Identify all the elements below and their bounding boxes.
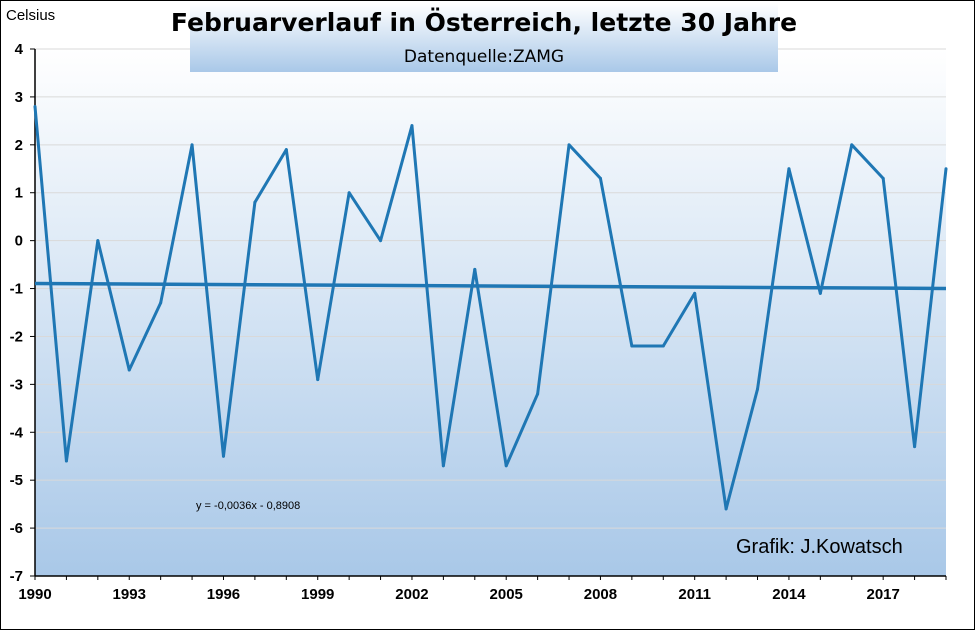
y-tick-label: 1 [15,185,23,202]
y-tick-label: -1 [10,281,23,298]
data-point [221,454,225,458]
data-point [630,344,634,348]
x-tick-label: 1990 [18,586,51,603]
y-tick-label: 4 [15,41,24,58]
data-point [693,291,697,295]
y-tick-label: -4 [10,424,24,441]
x-tick-label: 2005 [490,586,523,603]
data-point [347,191,351,195]
trend-line [34,281,947,291]
data-point [944,167,948,171]
trend-equation: y = -0,0036x - 0,8908 [196,500,300,512]
data-point [379,239,383,243]
y-tick-label: 0 [15,233,23,250]
data-point [661,344,665,348]
data-point [253,200,257,204]
x-tick-label: 2014 [772,586,806,603]
data-point [127,368,131,372]
series-line [33,106,948,511]
data-point [724,507,728,511]
data-point [881,176,885,180]
data-point [504,464,508,468]
x-tick-label: 2011 [678,586,711,603]
data-point [96,239,100,243]
y-tick-label: 3 [15,89,23,106]
x-tick-label: 2017 [866,586,899,603]
data-point [159,301,163,305]
data-point [818,291,822,295]
gridlines [30,48,947,580]
data-point [64,459,68,463]
data-point [598,176,602,180]
data-point [190,143,194,147]
y-tick-label: -7 [10,568,23,585]
x-tick-label: 1999 [301,586,334,603]
data-point [284,148,288,152]
x-tick-label: 1996 [207,586,240,603]
data-point [850,143,854,147]
data-point [316,378,320,382]
credit-annotation: Grafik: J.Kowatsch [736,536,903,558]
data-point [787,167,791,171]
title-box [190,3,778,72]
data-point [536,392,540,396]
chart-title: Februarverlauf in Österreich, letzte 30 … [171,7,797,37]
data-point [441,464,445,468]
x-tick-labels: 1990 1993 1996 1999 2002 2005 2008 2011 2014 2017 [18,586,900,603]
chart-subtitle: Datenquelle:ZAMG [404,47,564,67]
x-tick-label: 2008 [584,586,617,603]
y-tick-label: -3 [10,376,23,393]
plot-area [35,49,946,576]
y-axis-label: Celsius [6,7,55,24]
data-point [756,387,760,391]
data-point [567,143,571,147]
data-point [33,104,37,108]
x-tick-label: 2002 [395,586,428,603]
data-point [410,124,414,128]
y-tick-label: -2 [10,328,23,345]
data-point [473,267,477,271]
y-tick-labels: 4 3 2 1 0 -1 -2 -3 -4 -5 -6 -7 [10,41,24,585]
data-points [33,104,948,511]
x-tick-label: 1993 [113,586,146,603]
y-tick-label: -5 [10,472,23,489]
data-point [913,445,917,449]
y-tick-label: -6 [10,520,23,537]
axes [34,49,946,577]
y-tick-label: 2 [15,137,23,154]
